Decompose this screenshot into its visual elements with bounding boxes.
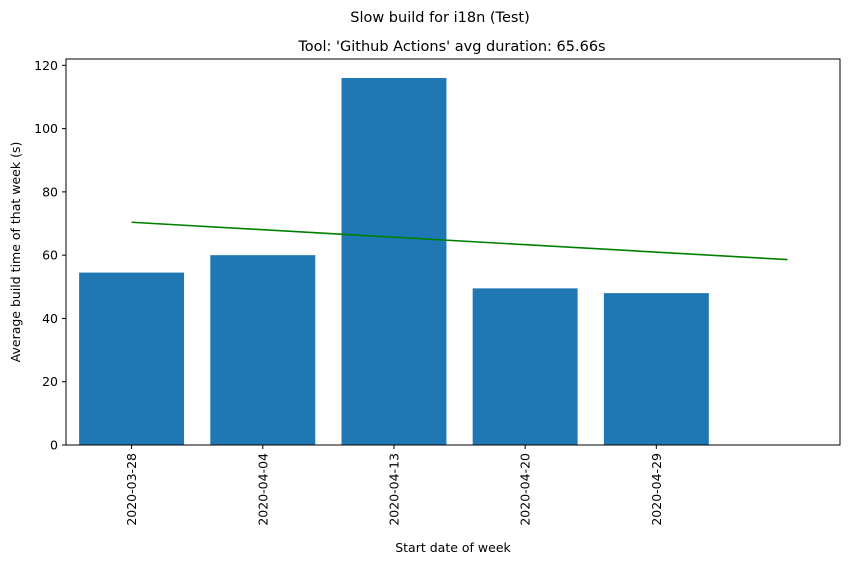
plot-frame xyxy=(65,58,841,446)
bars-group xyxy=(79,77,709,445)
y-tick-label: 60 xyxy=(42,248,58,263)
chart-suptitle: Slow build for i18n (Test) xyxy=(350,10,530,26)
y-tick-label: 120 xyxy=(34,58,58,73)
y-axis-ticks: 0 20 40 60 80 100 120 xyxy=(34,58,66,453)
x-tick-label: 2020-04-13 xyxy=(386,453,401,526)
bar-2020-04-13 xyxy=(341,77,447,445)
x-tick-label: 2020-04-29 xyxy=(649,453,664,526)
x-axis-ticks: 2020-03-28 2020-04-04 2020-04-13 2020-04-20… xyxy=(124,445,664,526)
y-tick-label: 80 xyxy=(42,184,58,199)
trendline-group xyxy=(131,221,788,261)
trendline xyxy=(131,221,788,261)
bar-2020-04-29 xyxy=(603,293,709,445)
bar-2020-03-28 xyxy=(79,272,185,445)
y-tick-label: 40 xyxy=(42,311,58,326)
y-tick-label: 0 xyxy=(50,438,58,453)
y-tick-label: 100 xyxy=(34,121,58,136)
x-tick-label: 2020-04-20 xyxy=(518,453,533,526)
y-axis-label: Average build time of that week (s) xyxy=(8,142,23,363)
x-axis-label: Start date of week xyxy=(395,540,511,555)
x-tick-label: 2020-03-28 xyxy=(124,453,139,526)
chart-title: Tool: 'Github Actions' avg duration: 65.… xyxy=(297,39,605,55)
x-tick-label: 2020-04-04 xyxy=(255,453,270,526)
bar-2020-04-20 xyxy=(472,288,578,445)
y-tick-label: 20 xyxy=(42,374,58,389)
bar-2020-04-04 xyxy=(210,255,316,445)
